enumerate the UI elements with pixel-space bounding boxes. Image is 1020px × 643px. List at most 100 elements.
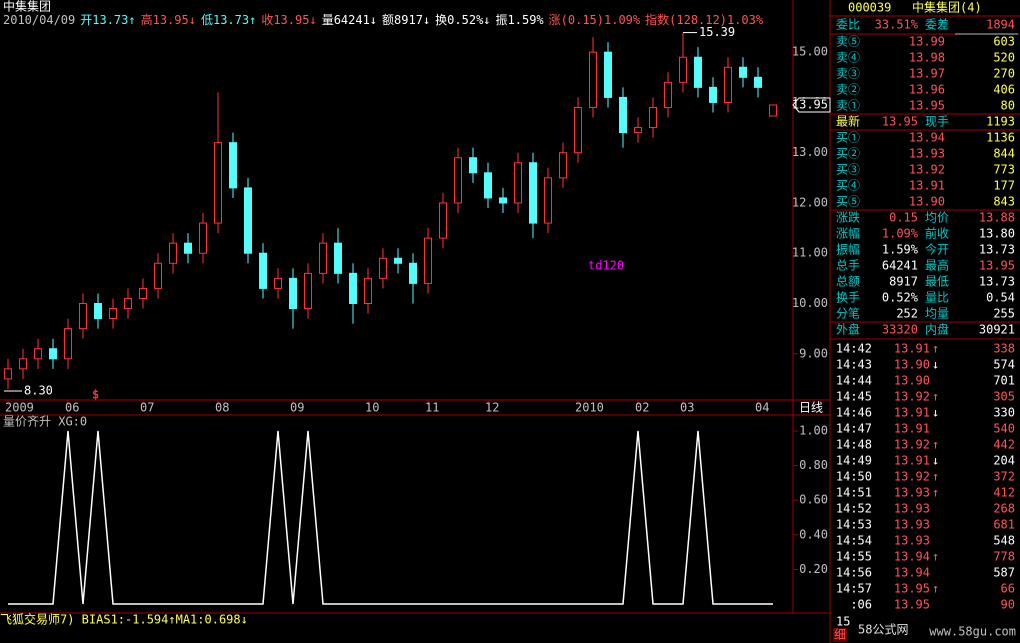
stat-value: 13.95 — [979, 259, 1015, 273]
x-tick-label: 03 — [680, 401, 694, 415]
candle-body — [319, 242, 327, 274]
tick-volume: 540 — [993, 422, 1015, 436]
candle-body — [679, 56, 687, 83]
tick-price: 13.92 — [894, 390, 930, 404]
y-tick-label: 10.00 — [792, 296, 828, 310]
tab-bg — [833, 628, 847, 642]
info-line: 2010/04/09 开13.73↑ 高13.95↓ 低13.73↑ 收13.95↓ 量6… — [3, 12, 764, 27]
info-item: 开13.73↑ — [80, 13, 135, 27]
x-tick-label: 10 — [365, 401, 379, 415]
buy-price: 13.92 — [909, 163, 945, 177]
info-item: 指数(128.12)1.03% — [645, 12, 764, 27]
last-price-label: 13.95 — [792, 97, 828, 111]
y-tick-label: 9.00 — [799, 346, 828, 360]
tick-volume: 701 — [993, 374, 1015, 388]
tick-arrow: ↓ — [932, 358, 939, 372]
candle-body — [214, 142, 222, 224]
candle-body — [559, 152, 567, 179]
info-item: 收13.95↓ — [261, 13, 316, 27]
tick-price: 13.91 — [894, 454, 930, 468]
period-label: 日线 — [799, 401, 823, 415]
candle-body — [259, 252, 267, 289]
sell-volume: 270 — [993, 67, 1015, 81]
tick-time: 14:53 — [836, 518, 872, 532]
stat-value: 13.80 — [979, 227, 1015, 241]
tick-arrow: ↓ — [932, 406, 939, 420]
candle-body — [289, 277, 297, 310]
watermark-url: www.58gu.com — [929, 625, 1016, 639]
signal-mark: $ — [92, 388, 99, 402]
tick-volume: 681 — [993, 518, 1015, 532]
ratio-value: 33.51% — [875, 18, 919, 32]
tick-arrow: ↑ — [932, 486, 939, 500]
indicator-line — [8, 430, 773, 605]
stock-code: 000039 — [848, 1, 891, 15]
stat-label: 今开 — [925, 242, 949, 257]
y-tick-label: 15.00 — [792, 45, 828, 59]
y-tick-label: 0.40 — [799, 527, 828, 541]
buy-volume: 773 — [993, 163, 1015, 177]
ratio-label: 委比 — [836, 18, 860, 32]
y-tick-label: 11.00 — [792, 246, 828, 260]
stat-value: 13.73 — [979, 275, 1015, 289]
side-label: 外盘 — [836, 322, 860, 337]
tick-arrow: ↓ — [932, 454, 939, 468]
stat-value: 0.15 — [889, 211, 918, 225]
info-item: 高13.95↓ — [141, 12, 196, 27]
stat-value: 13.88 — [979, 211, 1015, 225]
tick-price: 13.93 — [894, 502, 930, 516]
tick-volume: 268 — [993, 502, 1015, 516]
last-price-box — [792, 97, 831, 113]
info-item: 涨(0.15)1.09% — [549, 12, 641, 27]
sell-price: 13.96 — [909, 83, 945, 97]
candle-body — [739, 66, 747, 78]
last-price: 13.95 — [882, 115, 918, 129]
candle-body — [514, 162, 522, 204]
candle-body — [199, 222, 207, 254]
hand-label: 现手 — [925, 115, 949, 129]
tick-time: 14:50 — [836, 470, 872, 484]
stat-value: 13.73 — [979, 243, 1015, 257]
x-tick-label: 09 — [290, 401, 304, 415]
stat-value: 1.59% — [882, 243, 919, 257]
tick-time: 14:45 — [836, 390, 872, 404]
stat-value: 0.54 — [986, 291, 1015, 305]
tick-time: 14:55 — [836, 550, 872, 564]
side-value: 33320 — [882, 323, 918, 337]
indicator-title: 量价齐升 XG:0 — [3, 414, 87, 429]
y-tick-label: 0.20 — [799, 562, 828, 576]
info-item: 振1.59% — [496, 13, 545, 27]
y-tick-label: 13.00 — [792, 145, 828, 159]
buy-label: 买④ — [836, 179, 860, 193]
candle-body — [79, 302, 87, 330]
candle-body — [499, 197, 507, 204]
sell-volume: 80 — [1001, 99, 1015, 113]
side-label: 内盘 — [925, 322, 949, 337]
candle-body — [754, 76, 762, 88]
tick-price: 13.93 — [894, 486, 930, 500]
candle-body — [484, 172, 492, 199]
x-tick-label: 2010 — [575, 401, 604, 415]
tick-time: 14:51 — [836, 486, 872, 500]
tick-price: 13.93 — [894, 518, 930, 532]
tick-arrow: ↑ — [932, 470, 939, 484]
tick-time: 14:52 — [836, 502, 872, 516]
tick-price: 13.93 — [894, 534, 930, 548]
tick-time: 14:54 — [836, 534, 872, 548]
candle-body — [154, 262, 162, 289]
tick-price: 13.91 — [894, 406, 930, 420]
tick-price: 13.95 — [894, 582, 930, 596]
stat-label: 均量 — [925, 307, 949, 321]
tick-price: 13.94 — [894, 550, 930, 564]
stock-name: 中集集团(4) — [912, 0, 982, 15]
stat-label: 涨幅 — [836, 226, 860, 241]
candle-body — [694, 56, 702, 88]
buy-price: 13.90 — [909, 195, 945, 209]
tick-time: 14:56 — [836, 566, 872, 580]
stat-label: 最高 — [925, 258, 949, 273]
candle-body — [619, 96, 627, 134]
indicator-footer: 飞狐交易师7) BIAS1:-1.594↑MA1:0.698↓ — [0, 612, 248, 627]
candle-body — [439, 202, 447, 239]
footer-time: 15 — [836, 615, 850, 629]
